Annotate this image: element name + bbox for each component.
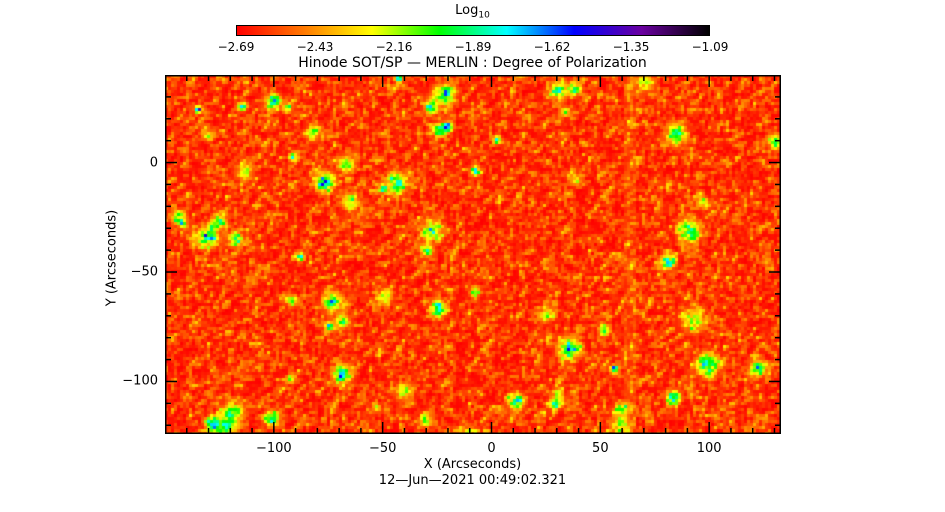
y-tick-label: −100 bbox=[122, 373, 158, 389]
colorbar-tick-label: −2.16 bbox=[375, 40, 413, 54]
y-axis-label: Y (Arcseconds) bbox=[104, 209, 120, 307]
x-tick-label: 100 bbox=[696, 441, 722, 456]
colorbar-tick-label: −1.89 bbox=[454, 40, 492, 54]
y-tick-label: −50 bbox=[130, 264, 158, 280]
colorbar-tick-label: −2.43 bbox=[296, 40, 334, 54]
colorbar-tick-label: −1.35 bbox=[612, 40, 650, 54]
heatmap-image bbox=[165, 75, 781, 434]
x-tick-label: 0 bbox=[487, 441, 496, 456]
observation-timestamp: 12—Jun—2021 00:49:02.321 bbox=[378, 473, 567, 488]
x-tick-label: −50 bbox=[368, 441, 397, 456]
colorbar-tick-label: −1.09 bbox=[691, 40, 729, 54]
plot-area bbox=[165, 75, 781, 438]
axes-frame bbox=[165, 75, 781, 434]
colorbar bbox=[236, 25, 710, 36]
colorbar-tick-label: −1.62 bbox=[533, 40, 571, 54]
x-axis-label: X (Arcseconds) bbox=[423, 457, 522, 472]
x-tick-label: −100 bbox=[255, 441, 292, 456]
colorbar-title: Log10 bbox=[455, 3, 490, 21]
y-tick-label: 0 bbox=[149, 155, 158, 171]
plot-frame bbox=[165, 75, 781, 434]
x-tick-label: 50 bbox=[592, 441, 609, 456]
chart-title: Hinode SOT/SP — MERLIN : Degree of Polar… bbox=[298, 55, 647, 71]
colorbar-tick-label: −2.69 bbox=[217, 40, 255, 54]
